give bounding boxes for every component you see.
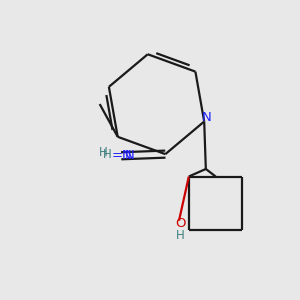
Text: H: H <box>176 229 185 242</box>
Text: H: H <box>103 148 112 160</box>
Text: O: O <box>176 217 186 230</box>
Text: H: H <box>99 146 108 159</box>
Text: N: N <box>124 149 134 162</box>
Text: =N: =N <box>112 149 133 162</box>
Text: N: N <box>202 111 212 124</box>
